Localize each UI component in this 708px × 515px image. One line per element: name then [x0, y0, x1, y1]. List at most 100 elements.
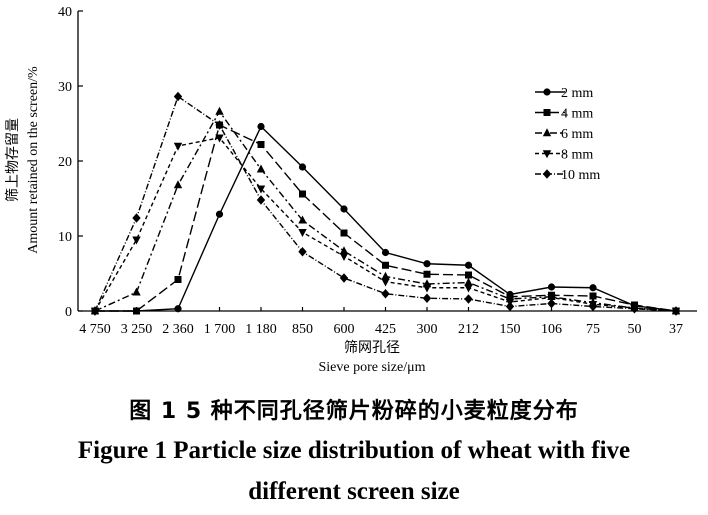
data-point [174, 276, 182, 283]
data-point [339, 246, 349, 255]
legend-marker [542, 128, 552, 137]
data-point [381, 248, 390, 257]
data-point [423, 260, 431, 268]
data-point [340, 229, 348, 237]
legend-item: 2 mm [535, 86, 593, 101]
y-tick-label: 30 [58, 80, 72, 95]
x-tick-label: 300 [417, 322, 438, 337]
legend-marker [543, 109, 551, 116]
data-point [464, 261, 473, 269]
chart-axes: 0 10 20 30 40 4 750 3 250 2 360 1 700 1 180 850 600… [58, 5, 697, 337]
data-point [630, 304, 639, 314]
data-point [381, 278, 390, 287]
data-point [671, 306, 681, 316]
data-point [465, 271, 472, 279]
axis-titles: 筛网孔径 Sieve pore size/μm 筛上物存留量 Amount re… [5, 66, 426, 375]
data-point [422, 284, 432, 293]
y-tick-label: 40 [58, 5, 72, 20]
x-tick-label: 4 750 [79, 322, 111, 337]
x-tick-label: 75 [586, 322, 600, 337]
data-point [215, 106, 224, 115]
data-point [464, 284, 473, 293]
data-point [133, 307, 140, 315]
figure-caption-en-line2: different screen size [248, 478, 460, 505]
data-point [298, 229, 307, 237]
data-point [547, 294, 556, 303]
y-axis-title: Amount retained on the screen/% [26, 66, 41, 254]
legend-item: 4 mm [535, 107, 593, 122]
data-point [298, 163, 307, 171]
data-point [132, 213, 141, 223]
x-axis-title: Sieve pore size/μm [318, 360, 425, 375]
data-point [589, 292, 597, 300]
x-tick-label: 212 [458, 322, 479, 337]
legend-item: 8 mm [535, 148, 593, 163]
data-point [298, 215, 307, 224]
data-point [256, 185, 266, 194]
data-point [173, 142, 183, 151]
data-point [174, 305, 182, 313]
data-point [215, 120, 224, 130]
y-tick-label: 20 [58, 155, 72, 170]
x-tick-label: 850 [292, 322, 313, 337]
x-tick-label: 1 180 [245, 322, 277, 337]
legend-label: 10 mm [561, 168, 600, 183]
x-tick-label: 3 250 [121, 322, 153, 337]
data-point [256, 164, 266, 173]
legend-label: 4 mm [561, 107, 593, 122]
series-10-mm [90, 91, 681, 316]
data-point [547, 283, 556, 291]
data-point [340, 205, 348, 213]
figure-caption-en-line1: Figure 1 Particle size distribution of w… [77, 437, 631, 464]
y-axis-title-cn: 筛上物存留量 [5, 118, 21, 202]
x-tick-label: 37 [669, 322, 683, 337]
data-point [588, 301, 598, 312]
legend-marker [542, 150, 552, 159]
data-point [173, 91, 183, 102]
data-point [299, 190, 306, 198]
data-point [464, 294, 473, 304]
data-point [339, 273, 349, 283]
legend-label: 2 mm [561, 86, 593, 101]
data-point [90, 306, 100, 316]
legend-label: 8 mm [561, 148, 593, 163]
data-point [339, 253, 349, 261]
legend-item: 10 mm [535, 168, 600, 183]
x-tick-label: 50 [628, 322, 642, 337]
x-tick-label: 425 [375, 322, 396, 337]
data-point [257, 122, 265, 131]
series-layer [90, 91, 681, 316]
data-point [257, 141, 265, 148]
data-point [422, 293, 432, 303]
data-point [298, 247, 307, 257]
data-point [132, 287, 141, 296]
data-point [423, 270, 431, 278]
legend-marker [542, 169, 552, 179]
y-tick-label: 0 [65, 305, 72, 320]
legend: 2 mm 4 mm 6 mm 8 mm 10 mm [535, 86, 600, 183]
x-tick-label: 106 [541, 322, 562, 337]
legend-marker [543, 88, 551, 96]
x-tick-label: 600 [334, 322, 355, 337]
data-point [547, 298, 556, 309]
data-point [382, 261, 389, 269]
data-point [173, 180, 183, 189]
data-point [215, 210, 224, 218]
line-chart: 0 10 20 30 40 4 750 3 250 2 360 1 700 1 180 850 600… [5, 5, 697, 375]
y-tick-label: 10 [58, 230, 72, 245]
series-line [94, 95, 677, 312]
figure-caption-cn: 图 1 5 种不同孔径筛片粉碎的小麦粒度分布 [129, 399, 579, 424]
legend-label: 6 mm [561, 127, 593, 142]
data-point [381, 271, 390, 280]
data-point [381, 289, 390, 299]
data-point [505, 301, 515, 312]
data-point [589, 284, 597, 292]
legend-item: 6 mm [535, 127, 593, 142]
data-point [256, 195, 266, 205]
data-point [215, 134, 224, 143]
x-tick-label: 2 360 [162, 322, 194, 337]
series-line [95, 124, 677, 312]
x-tick-label: 150 [500, 322, 521, 337]
x-tick-label: 1 700 [204, 322, 236, 337]
data-point [132, 236, 141, 245]
